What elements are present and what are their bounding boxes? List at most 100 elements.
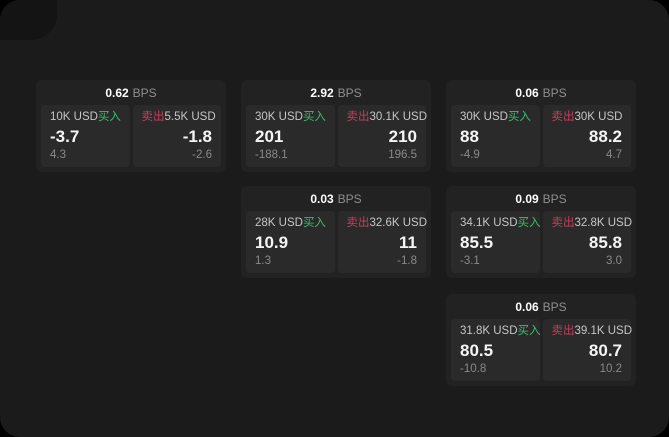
buy-label: 买入 xyxy=(517,217,541,229)
bps-value: 2.92 xyxy=(310,85,334,100)
sell-label: 卖出 xyxy=(346,217,370,229)
buy-panel-top: 30K USD 买入 xyxy=(460,111,531,124)
card-body: 30K USD 买入 201 -188.1 卖出 30.1K USD 210 1… xyxy=(241,105,431,172)
buy-size: 10K USD xyxy=(50,111,98,123)
buy-price: 80.5 xyxy=(460,341,494,360)
buy-price: 85.5 xyxy=(460,233,494,252)
buy-delta: -3.1 xyxy=(460,254,480,267)
sell-price: -1.8 xyxy=(182,127,212,146)
buy-delta: -188.1 xyxy=(255,148,288,161)
buy-price: 88 xyxy=(460,127,479,146)
buy-panel-top: 34.1K USD 买入 xyxy=(460,217,541,230)
card-header: 0.09 BPS xyxy=(446,186,636,211)
buy-size: 31.8K USD xyxy=(460,325,518,337)
card-header: 0.06 BPS xyxy=(446,80,636,105)
buy-label: 买入 xyxy=(302,111,326,123)
sell-label: 卖出 xyxy=(141,111,165,123)
sell-panel[interactable]: 卖出 5.5K USD -1.8 -2.6 xyxy=(132,105,221,167)
buy-delta: -4.9 xyxy=(460,148,480,161)
sell-price: 80.7 xyxy=(588,341,622,360)
quote-card[interactable]: 0.03 BPS 28K USD 买入 10.9 1.3 卖出 32.6K US… xyxy=(241,186,431,278)
quote-card[interactable]: 0.06 BPS 30K USD 买入 88 -4.9 卖出 30K USD 8… xyxy=(446,80,636,172)
sell-delta: 4.7 xyxy=(606,148,622,161)
card-body: 34.1K USD 买入 85.5 -3.1 卖出 32.8K USD 85.8… xyxy=(446,211,636,278)
card-body: 28K USD 买入 10.9 1.3 卖出 32.6K USD 11 -1.8 xyxy=(241,211,431,278)
sell-panel-top: 卖出 30.1K USD xyxy=(346,111,428,124)
quote-card[interactable]: 0.09 BPS 34.1K USD 买入 85.5 -3.1 卖出 32.8K… xyxy=(446,186,636,278)
buy-label: 买入 xyxy=(507,111,531,123)
buy-label: 买入 xyxy=(517,325,541,337)
buy-delta: 4.3 xyxy=(50,148,66,161)
buy-size: 30K USD xyxy=(255,111,303,123)
buy-panel[interactable]: 30K USD 买入 88 -4.9 xyxy=(451,105,540,167)
sell-size: 32.8K USD xyxy=(574,217,633,229)
buy-panel-top: 28K USD 买入 xyxy=(255,217,326,230)
buy-price: 201 xyxy=(255,127,284,146)
buy-panel[interactable]: 10K USD 买入 -3.7 4.3 xyxy=(41,105,130,167)
card-header: 0.06 BPS xyxy=(446,294,636,319)
card-body: 10K USD 买入 -3.7 4.3 卖出 5.5K USD -1.8 -2.… xyxy=(36,105,226,172)
buy-size: 34.1K USD xyxy=(460,217,518,229)
sell-delta: 3.0 xyxy=(606,254,622,267)
bps-unit-label: BPS xyxy=(542,191,567,206)
sell-panel-top: 卖出 30K USD xyxy=(551,111,623,124)
buy-panel[interactable]: 28K USD 买入 10.9 1.3 xyxy=(246,211,335,273)
sell-price: 88.2 xyxy=(588,127,622,146)
sell-panel[interactable]: 卖出 30K USD 88.2 4.7 xyxy=(542,105,631,167)
sell-label: 卖出 xyxy=(346,111,370,123)
sell-size: 32.6K USD xyxy=(369,217,428,229)
buy-price: 10.9 xyxy=(255,233,289,252)
sell-panel[interactable]: 卖出 32.8K USD 85.8 3.0 xyxy=(542,211,633,273)
buy-size: 30K USD xyxy=(460,111,508,123)
sell-panel[interactable]: 卖出 32.6K USD 11 -1.8 xyxy=(337,211,428,273)
sell-label: 卖出 xyxy=(551,325,575,337)
sell-panel-top: 卖出 32.6K USD xyxy=(346,217,428,230)
bps-value: 0.06 xyxy=(515,85,539,100)
bps-value: 0.03 xyxy=(310,191,334,206)
sell-size: 5.5K USD xyxy=(164,111,216,123)
buy-label: 买入 xyxy=(302,217,326,229)
sell-panel-top: 卖出 32.8K USD xyxy=(551,217,633,230)
sell-size: 30.1K USD xyxy=(369,111,428,123)
sell-delta: 10.2 xyxy=(599,362,622,375)
buy-panel-top: 10K USD 买入 xyxy=(50,111,121,124)
sell-delta: 196.5 xyxy=(388,148,417,161)
quote-card[interactable]: 0.06 BPS 31.8K USD 买入 80.5 -10.8 卖出 39.1… xyxy=(446,294,636,386)
sell-panel[interactable]: 卖出 30.1K USD 210 196.5 xyxy=(337,105,428,167)
sell-size: 30K USD xyxy=(574,111,623,123)
bps-value: 0.62 xyxy=(105,85,129,100)
buy-delta: 1.3 xyxy=(255,254,271,267)
buy-panel[interactable]: 30K USD 买入 201 -188.1 xyxy=(246,105,335,167)
buy-label: 买入 xyxy=(97,111,121,123)
bps-unit-label: BPS xyxy=(337,191,362,206)
card-body: 31.8K USD 买入 80.5 -10.8 卖出 39.1K USD 80.… xyxy=(446,319,636,386)
sell-label: 卖出 xyxy=(551,217,575,229)
card-header: 0.03 BPS xyxy=(241,186,431,211)
buy-size: 28K USD xyxy=(255,217,303,229)
sell-label: 卖出 xyxy=(551,111,575,123)
buy-price: -3.7 xyxy=(50,127,80,146)
buy-panel[interactable]: 31.8K USD 买入 80.5 -10.8 xyxy=(451,319,541,381)
quote-card[interactable]: 0.62 BPS 10K USD 买入 -3.7 4.3 卖出 5.5K USD… xyxy=(36,80,226,172)
corner-overlay xyxy=(0,0,57,40)
bps-value: 0.06 xyxy=(515,299,539,314)
bps-unit-label: BPS xyxy=(542,85,567,100)
sell-panel-top: 卖出 5.5K USD xyxy=(141,111,216,124)
bps-unit-label: BPS xyxy=(337,85,362,100)
sell-price: 210 xyxy=(388,127,417,146)
bps-unit-label: BPS xyxy=(542,299,567,314)
buy-panel[interactable]: 34.1K USD 买入 85.5 -3.1 xyxy=(451,211,541,273)
card-body: 30K USD 买入 88 -4.9 卖出 30K USD 88.2 4.7 xyxy=(446,105,636,172)
bps-value: 0.09 xyxy=(515,191,539,206)
buy-delta: -10.8 xyxy=(460,362,487,375)
quote-card[interactable]: 2.92 BPS 30K USD 买入 201 -188.1 卖出 30.1K … xyxy=(241,80,431,172)
sell-size: 39.1K USD xyxy=(574,325,633,337)
sell-delta: -2.6 xyxy=(192,148,212,161)
sell-price: 11 xyxy=(399,233,417,252)
sell-panel-top: 卖出 39.1K USD xyxy=(551,325,633,338)
sell-panel[interactable]: 卖出 39.1K USD 80.7 10.2 xyxy=(542,319,633,381)
bps-unit-label: BPS xyxy=(132,85,157,100)
sell-delta: -1.8 xyxy=(397,254,417,267)
